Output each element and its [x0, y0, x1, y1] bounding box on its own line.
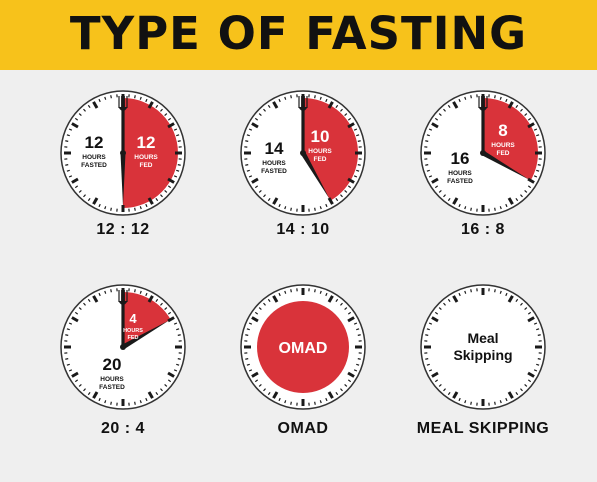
minute-tick: [315, 95, 316, 98]
minute-tick: [471, 402, 472, 405]
minute-tick: [495, 289, 496, 292]
minute-tick: [495, 95, 496, 98]
fasted-hours-label: HOURS: [82, 154, 106, 161]
minute-tick: [538, 165, 541, 166]
minute-tick: [111, 402, 112, 405]
omad-center-label: OMAD: [279, 340, 328, 357]
caption-14-10: 14 : 10: [213, 221, 393, 239]
fed-label: FED: [497, 150, 510, 157]
minute-tick: [471, 208, 472, 211]
clock-card-omad: OMAD OMAD: [213, 282, 393, 482]
minute-tick: [135, 289, 136, 292]
minute-tick: [245, 165, 248, 166]
fed-hours-number: 10: [311, 127, 330, 146]
meal-skipping-label-line1: Meal: [467, 330, 498, 346]
minute-tick: [178, 141, 181, 142]
clock-card-meal-skipping: Meal Skipping MEAL SKIPPING: [393, 282, 573, 482]
minute-tick: [425, 165, 428, 166]
fed-hours-label: HOURS: [134, 154, 158, 161]
minute-tick: [65, 335, 68, 336]
fed-hours-label: HOURS: [491, 142, 515, 149]
minute-tick: [425, 335, 428, 336]
fasted-label: FASTED: [447, 178, 473, 185]
clock-card-16-8: 16 HOURS FASTED 8 HOURS FED 16 : 8: [393, 88, 573, 288]
minute-tick: [358, 335, 361, 336]
fasted-hours-label: HOURS: [262, 160, 286, 167]
minute-tick: [111, 95, 112, 98]
minute-tick: [65, 165, 68, 166]
minute-tick: [65, 359, 68, 360]
minute-tick: [425, 359, 428, 360]
fed-hours-label: HOURS: [123, 328, 143, 334]
minute-tick: [178, 165, 181, 166]
minute-tick: [358, 141, 361, 142]
minute-tick: [291, 95, 292, 98]
caption-16-8: 16 : 8: [393, 221, 573, 239]
fasted-label: FASTED: [81, 162, 107, 169]
minute-tick: [538, 335, 541, 336]
fed-label: FED: [140, 162, 153, 169]
fasted-label: FASTED: [99, 384, 125, 391]
fed-hours-number: 4: [129, 311, 137, 326]
minute-tick: [245, 335, 248, 336]
minute-tick: [495, 402, 496, 405]
caption-20-4: 20 : 4: [33, 420, 213, 438]
fasted-label: FASTED: [261, 168, 287, 175]
clock-card-20-4: 20 HOURS FASTED 4 HOURS FED 20 : 4: [33, 282, 213, 482]
clock-face-omad: OMAD: [238, 282, 368, 412]
minute-tick: [135, 402, 136, 405]
meal-skipping-label-line2: Skipping: [453, 347, 512, 363]
minute-tick: [245, 359, 248, 360]
minute-tick: [135, 95, 136, 98]
clock-face-12-12: 12 HOURS FASTED 12 HOURS FED: [58, 88, 188, 218]
clock-face-14-10: 14 HOURS FASTED 10 HOURS FED: [238, 88, 368, 218]
fed-hours-number: 12: [137, 133, 156, 152]
minute-tick: [358, 359, 361, 360]
fasted-hours-number: 16: [451, 149, 470, 168]
minute-tick: [178, 359, 181, 360]
clock-face-16-8: 16 HOURS FASTED 8 HOURS FED: [418, 88, 548, 218]
minute-tick: [245, 141, 248, 142]
clock-card-14-10: 14 HOURS FASTED 10 HOURS FED 14 : 10: [213, 88, 393, 288]
minute-tick: [471, 95, 472, 98]
minute-tick: [315, 208, 316, 211]
minute-tick: [358, 165, 361, 166]
clock-face-meal-skipping: Meal Skipping: [418, 282, 548, 412]
minute-tick: [291, 208, 292, 211]
caption-meal-skipping: MEAL SKIPPING: [393, 420, 573, 438]
clock-card-12-12: 12 HOURS FASTED 12 HOURS FED 12 : 12: [33, 88, 213, 288]
fed-hours-label: HOURS: [308, 148, 332, 155]
minute-tick: [135, 208, 136, 211]
fed-hours-number: 8: [498, 121, 507, 140]
minute-tick: [471, 289, 472, 292]
minute-tick: [315, 289, 316, 292]
minute-tick: [291, 289, 292, 292]
fasted-hours-label: HOURS: [448, 170, 472, 177]
minute-tick: [425, 141, 428, 142]
page-title: TYPE OF FASTING: [0, 0, 597, 70]
minute-tick: [315, 402, 316, 405]
fed-label: FED: [314, 156, 327, 163]
fed-label: FED: [128, 335, 139, 341]
fasted-hours-number: 14: [265, 139, 284, 158]
fasted-hours-number: 20: [103, 355, 122, 374]
minute-tick: [291, 402, 292, 405]
minute-tick: [111, 208, 112, 211]
minute-tick: [538, 141, 541, 142]
caption-12-12: 12 : 12: [33, 221, 213, 239]
minute-tick: [65, 141, 68, 142]
fasted-hours-label: HOURS: [100, 376, 124, 383]
minute-tick: [495, 208, 496, 211]
minute-tick: [538, 359, 541, 360]
fasted-hours-number: 12: [85, 133, 104, 152]
minute-tick: [178, 335, 181, 336]
minute-tick: [111, 289, 112, 292]
caption-omad: OMAD: [213, 420, 393, 438]
clock-face-20-4: 20 HOURS FASTED 4 HOURS FED: [58, 282, 188, 412]
